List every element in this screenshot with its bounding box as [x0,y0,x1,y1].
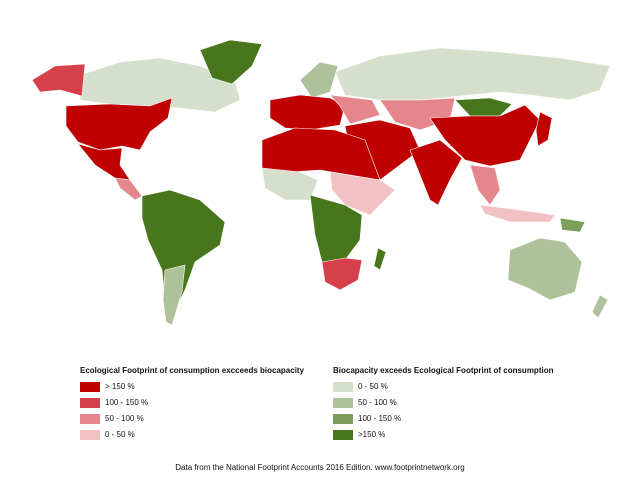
western-europe [269,94,346,131]
legend-swatch [333,414,353,424]
russia [334,47,611,101]
legend-title: Biocapacity exceeds Ecological Footprint… [333,366,554,375]
alaska [31,63,86,97]
legend-swatch [80,430,100,440]
legend-label: 50 - 100 % [105,414,144,423]
mongolia [454,97,513,117]
papua [559,217,586,233]
legend-label: 100 - 150 % [105,398,148,407]
china [429,104,541,167]
southern-cone [162,264,186,326]
southeast-asia [469,164,501,206]
eastern-europe [329,94,381,125]
legend-swatch [333,382,353,392]
legend-label: > 150 % [105,382,135,391]
world-map [31,39,611,326]
usa [65,97,173,151]
legend-swatch [333,430,353,440]
legend-swatch [80,414,100,424]
indonesia [479,204,556,223]
legend-swatch [333,398,353,408]
legend-label: 0 - 50 % [358,382,388,391]
legend-label: >150 % [358,430,385,439]
legend-swatch [80,382,100,392]
legend-swatch [80,398,100,408]
canada [79,57,241,113]
central-africa [309,194,363,263]
footer: Data from the National Footprint Account… [175,463,464,472]
east-africa [329,171,396,216]
legend: 0 - 50 % 50 - 100 % 100 - 150 % >150 % [333,382,401,440]
legend-label: 50 - 100 % [358,398,397,407]
australia [507,237,583,301]
madagascar [373,247,387,271]
mexico [77,143,131,181]
southern-africa [321,257,363,291]
greenland [199,39,263,85]
central-america [114,177,143,201]
legend-title: Ecological Footprint of consumption excc… [80,366,305,375]
legend-label: 100 - 150 % [358,414,401,423]
legend: > 150 % 100 - 150 % 50 - 100 % 0 - 50 % [80,382,148,440]
legend-label: 0 - 50 % [105,430,135,439]
west-africa [261,167,319,201]
south-america [141,189,226,321]
india [409,139,463,206]
new-zealand [591,294,609,319]
scandinavia [299,61,339,99]
japan [535,111,553,147]
